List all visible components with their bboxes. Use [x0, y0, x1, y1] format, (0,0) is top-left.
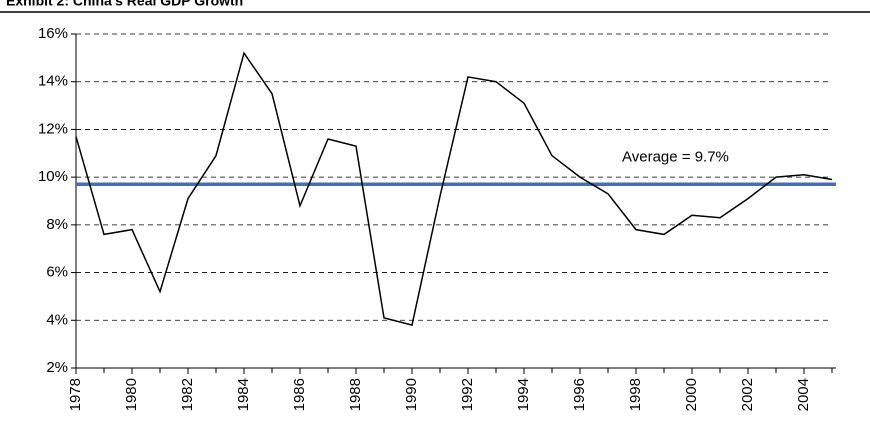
x-tick-label: 2000	[683, 378, 700, 411]
x-tick-label: 2004	[795, 378, 812, 411]
x-tick-label: 1998	[627, 378, 644, 411]
y-tick-label: 16%	[38, 25, 68, 42]
x-tick-label: 1996	[571, 378, 588, 411]
x-tick-label: 1982	[179, 378, 196, 411]
x-tick-label: 1978	[67, 378, 84, 411]
y-tick-label: 8%	[46, 216, 68, 233]
x-tick-label: 1980	[123, 378, 140, 411]
series-line	[75, 51, 833, 326]
y-tick-label: 14%	[38, 73, 68, 90]
y-tick-label: 2%	[46, 359, 68, 376]
average-label: Average = 9.7%	[622, 148, 729, 165]
y-tick-label: 10%	[38, 168, 68, 185]
x-tick-label: 1986	[291, 378, 308, 411]
chart-title: Exhibit 2: China's Real GDP Growth	[6, 0, 243, 9]
x-tick-label: 2002	[739, 378, 756, 411]
x-tick-label: 1992	[459, 378, 476, 411]
y-tick-label: 4%	[46, 311, 68, 328]
x-tick-label: 1990	[403, 378, 420, 411]
y-tick-label: 6%	[46, 264, 68, 281]
x-tick-label: 1984	[235, 378, 252, 411]
x-tick-label: 1994	[515, 378, 532, 411]
y-tick-label: 12%	[38, 120, 68, 137]
x-tick-label: 1988	[347, 378, 364, 411]
